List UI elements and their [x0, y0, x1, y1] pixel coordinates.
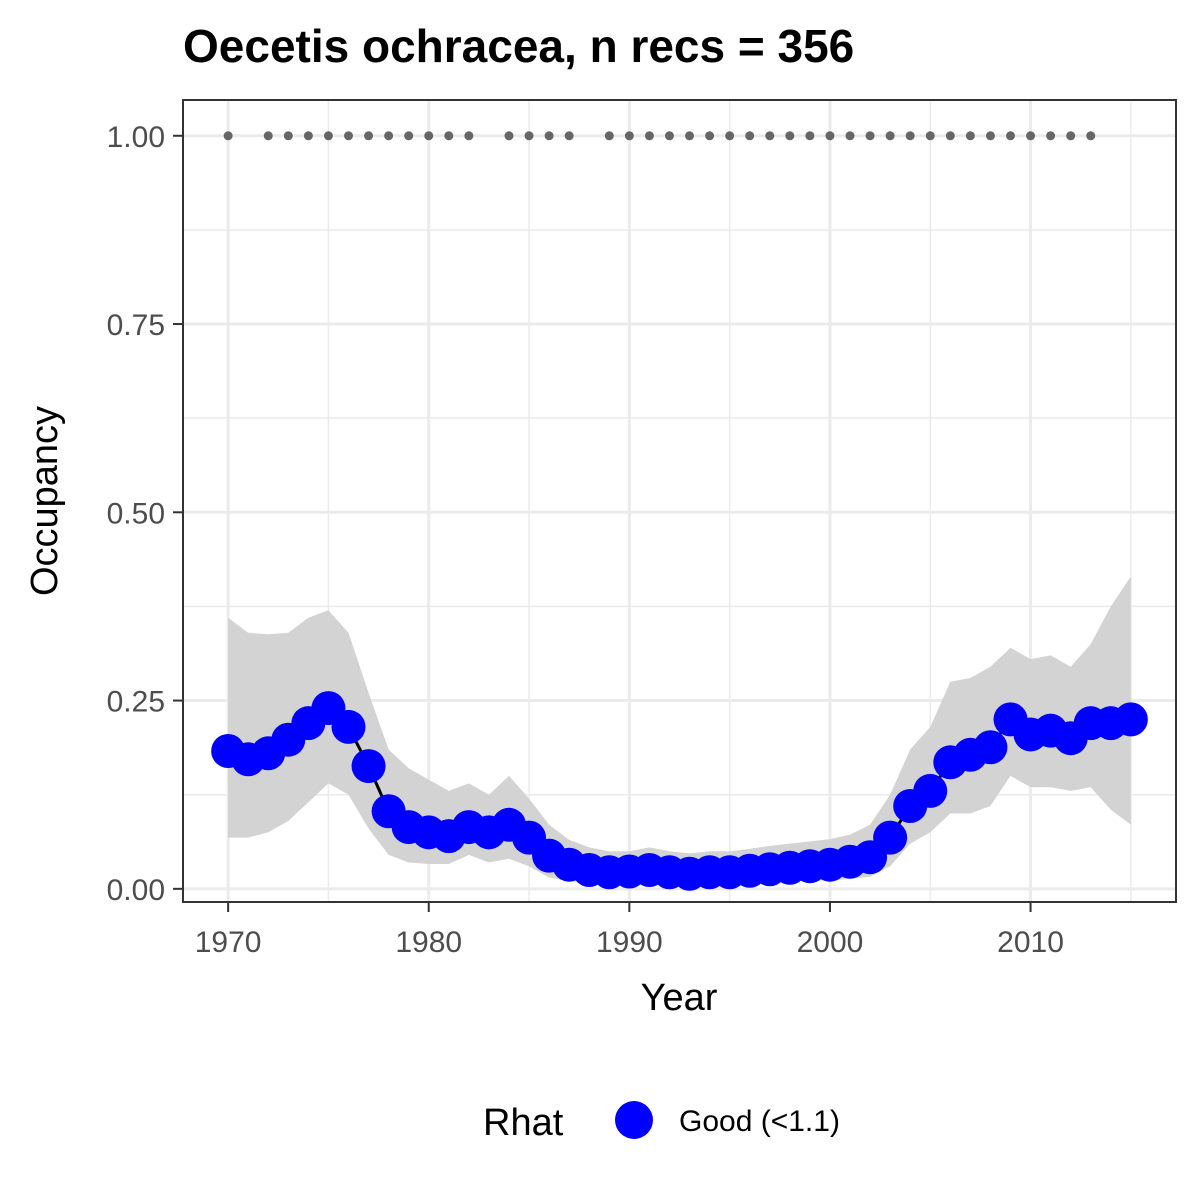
- record-year-dot: [544, 131, 554, 141]
- record-year-dot: [524, 131, 534, 141]
- record-year-dot: [845, 131, 855, 141]
- y-tick-label: 0.00: [107, 874, 165, 907]
- records-layer: [223, 131, 1096, 141]
- record-year-dot: [604, 131, 614, 141]
- record-year-dot: [464, 131, 474, 141]
- occupancy-point: [331, 709, 366, 744]
- record-year-dot: [745, 131, 755, 141]
- record-year-dot: [504, 131, 514, 141]
- record-year-dot: [303, 131, 313, 141]
- legend-key-marker: [615, 1101, 653, 1139]
- record-year-dot: [283, 131, 293, 141]
- record-year-dot: [364, 131, 374, 141]
- x-axis-ticks: 1970 1980 1990 2000 2010: [195, 902, 1064, 959]
- record-year-dot: [263, 131, 273, 141]
- y-axis-ticks: 0.00 0.25 0.50 0.75 1.00: [107, 121, 183, 907]
- record-year-dot: [424, 131, 434, 141]
- record-year-dot: [344, 131, 353, 141]
- y-axis-title: Occupancy: [24, 406, 66, 596]
- record-year-dot: [765, 131, 775, 141]
- record-year-dot: [1066, 131, 1076, 141]
- record-year-dot: [644, 131, 654, 141]
- record-year-dot: [323, 131, 333, 141]
- x-axis-title: Year: [641, 977, 718, 1019]
- occupancy-point: [913, 773, 948, 808]
- record-year-dot: [965, 131, 975, 141]
- panel-border: [182, 99, 1177, 903]
- grid-minor: [183, 100, 1176, 902]
- record-year-dot: [705, 131, 715, 141]
- x-tick-label: 1990: [596, 926, 663, 959]
- legend: Rhat Good (<1.1): [483, 1101, 840, 1144]
- record-year-dot: [1086, 131, 1096, 141]
- chart-title: Oecetis ochracea, n recs = 356: [183, 20, 854, 72]
- x-tick-label: 2000: [797, 926, 864, 959]
- record-year-dot: [1006, 131, 1015, 141]
- occupancy-point: [1113, 702, 1148, 737]
- record-year-dot: [985, 131, 995, 141]
- record-year-dot: [865, 131, 875, 141]
- record-year-dot: [1046, 131, 1056, 141]
- record-year-dot: [223, 131, 233, 141]
- legend-title: Rhat: [483, 1102, 564, 1144]
- points-layer: [211, 691, 1148, 891]
- record-year-dot: [685, 131, 695, 141]
- y-tick-label: 0.75: [107, 309, 165, 342]
- y-tick-label: 0.50: [107, 497, 165, 530]
- occupancy-point: [973, 730, 1008, 765]
- record-year-dot: [624, 131, 634, 141]
- legend-entry-label: Good (<1.1): [679, 1105, 840, 1138]
- record-year-dot: [825, 131, 835, 141]
- record-year-dot: [564, 131, 574, 141]
- record-year-dot: [905, 131, 915, 141]
- record-year-dot: [805, 131, 815, 141]
- record-year-dot: [725, 131, 735, 141]
- x-tick-label: 1980: [395, 926, 462, 959]
- x-tick-label: 2010: [997, 926, 1064, 959]
- record-year-dot: [664, 131, 674, 141]
- occupancy-point: [873, 820, 908, 855]
- record-year-dot: [925, 131, 935, 141]
- record-year-dot: [384, 131, 394, 141]
- record-year-dot: [404, 131, 414, 141]
- x-tick-label: 1970: [195, 926, 262, 959]
- occupancy-point: [351, 749, 386, 784]
- record-year-dot: [1026, 131, 1036, 141]
- y-tick-label: 0.25: [107, 686, 165, 719]
- y-tick-label: 1.00: [107, 121, 165, 154]
- record-year-dot: [885, 131, 895, 141]
- record-year-dot: [444, 131, 454, 141]
- record-year-dot: [945, 131, 955, 141]
- record-year-dot: [785, 131, 795, 141]
